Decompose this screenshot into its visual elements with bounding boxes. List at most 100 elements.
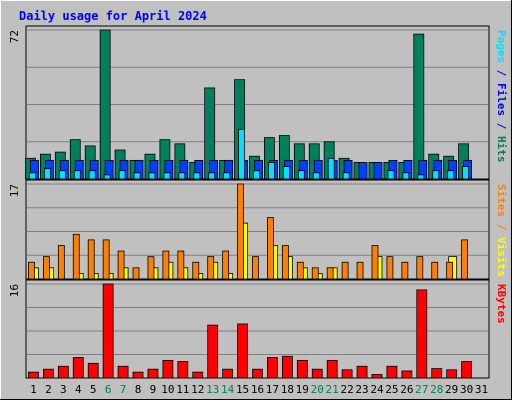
- x-tick-label-2: 2: [45, 383, 52, 396]
- bar-hits-pages-19: [297, 170, 305, 180]
- bar-hits-pages-15: [238, 128, 245, 180]
- bar-kbytes-kbytes-1: [28, 371, 39, 379]
- bar-hits-pages-3: [58, 170, 66, 180]
- bar-visits-sites-14: [222, 250, 230, 280]
- bar-kbytes-kbytes-5: [87, 362, 99, 379]
- x-tick-label-26: 26: [400, 383, 413, 396]
- bar-hits-files-23: [358, 162, 368, 180]
- bar-visits-sites-20: [311, 267, 319, 280]
- panel-visits: 17 Sites / Visits: [8, 179, 508, 280]
- bar-visits-sites-27: [416, 256, 424, 280]
- bar-hits-pages-13: [208, 172, 216, 180]
- ymax-label-hits: 72: [8, 30, 21, 43]
- bar-hits-pages-21: [327, 157, 335, 180]
- bar-kbytes-kbytes-23: [356, 365, 368, 379]
- x-tick-label-22: 22: [340, 383, 353, 396]
- series-label-hits: Pages / Files / Hits: [495, 30, 508, 163]
- x-tick-label-21: 21: [326, 383, 339, 396]
- bar-kbytes-kbytes-6: [102, 283, 114, 379]
- bar-kbytes-kbytes-16: [252, 368, 263, 379]
- bar-hits-pages-20: [312, 172, 320, 180]
- bar-kbytes-kbytes-15: [237, 323, 248, 379]
- bar-visits-sites-19: [296, 261, 304, 280]
- bar-visits-sites-22: [341, 261, 349, 280]
- bar-visits-sites-30: [461, 239, 468, 280]
- bar-kbytes-kbytes-12: [192, 371, 204, 379]
- bar-visits-sites-13: [207, 256, 215, 280]
- bar-hits-pages-27: [417, 174, 425, 180]
- series-visits-sites: [28, 183, 468, 280]
- bar-kbytes-kbytes-25: [386, 365, 398, 379]
- bar-hits-pages-28: [432, 170, 440, 180]
- bar-visits-sites-29: [446, 261, 454, 280]
- series-label-part-hits-4: Hits: [495, 136, 508, 163]
- ymax-label-visits: 17: [8, 184, 21, 197]
- bar-visits-sites-4: [72, 233, 80, 280]
- series-label-part-visits-2: Visits: [495, 237, 508, 277]
- series-kbytes-kbytes: [28, 283, 472, 379]
- bar-kbytes-kbytes-10: [162, 359, 174, 379]
- bar-visits-sites-26: [401, 261, 409, 280]
- bar-hits-pages-12: [193, 172, 201, 180]
- bar-hits-pages-29: [447, 170, 455, 180]
- bar-hits-pages-25: [387, 170, 395, 180]
- x-tick-label-7: 7: [120, 383, 127, 396]
- x-tick-label-13: 13: [206, 383, 219, 396]
- x-tick-label-4: 4: [75, 383, 82, 396]
- bar-kbytes-kbytes-20: [311, 368, 323, 379]
- bar-hits-pages-22: [342, 172, 350, 180]
- x-tick-label-25: 25: [385, 383, 398, 396]
- bar-hits-pages-2: [44, 168, 51, 180]
- bar-visits-sites-9: [147, 256, 155, 280]
- bar-kbytes-kbytes-3: [57, 365, 69, 379]
- bar-kbytes-kbytes-11: [177, 361, 189, 379]
- bar-hits-pages-6: [103, 174, 111, 180]
- x-tick-label-5: 5: [90, 383, 97, 396]
- bar-visits-sites-10: [162, 250, 170, 280]
- x-tick-label-24: 24: [370, 383, 384, 396]
- x-tick-label-9: 9: [150, 383, 157, 396]
- bar-visits-sites-12: [192, 261, 200, 280]
- bar-hits-pages-8: [133, 172, 141, 180]
- x-tick-label-23: 23: [355, 383, 368, 396]
- bar-hits-pages-9: [148, 172, 156, 180]
- x-tick-label-29: 29: [445, 383, 458, 396]
- bar-kbytes-kbytes-30: [461, 361, 472, 379]
- bar-visits-sites-21: [326, 267, 334, 280]
- bar-visits-sites-23: [356, 261, 364, 280]
- bar-kbytes-kbytes-27: [416, 289, 428, 379]
- bar-hits-pages-10: [163, 172, 171, 180]
- series-label-part-hits-0: Pages: [495, 30, 508, 63]
- x-tick-label-27: 27: [415, 383, 428, 396]
- bar-visits-sites-11: [177, 250, 185, 280]
- bar-visits-sites-5: [87, 239, 95, 280]
- series-label-kbytes: KBytes: [495, 284, 508, 324]
- bar-visits-sites-28: [431, 261, 439, 280]
- x-tick-label-3: 3: [60, 383, 67, 396]
- bar-hits-files-24: [373, 162, 383, 180]
- bar-kbytes-kbytes-8: [132, 371, 144, 379]
- bar-kbytes-kbytes-4: [72, 357, 84, 379]
- x-tick-label-15: 15: [236, 383, 249, 396]
- bar-visits-sites-3: [57, 245, 65, 280]
- bar-kbytes-kbytes-9: [147, 368, 159, 379]
- bar-kbytes-kbytes-22: [341, 369, 353, 379]
- bar-visits-sites-8: [132, 267, 140, 280]
- panel-kbytes: 16 KBytes: [8, 279, 508, 379]
- bar-kbytes-kbytes-14: [222, 368, 234, 379]
- x-tick-label-18: 18: [281, 383, 294, 396]
- x-tick-label-14: 14: [221, 383, 235, 396]
- bar-visits-sites-25: [386, 256, 394, 280]
- x-tick-label-31: 31: [475, 383, 488, 396]
- x-tick-label-10: 10: [161, 383, 174, 396]
- series-label-part-kbytes-0: KBytes: [495, 284, 508, 324]
- bar-kbytes-kbytes-2: [43, 368, 54, 379]
- series-label-part-hits-3: /: [495, 116, 508, 136]
- bar-kbytes-kbytes-17: [267, 357, 278, 379]
- bar-kbytes-kbytes-19: [296, 359, 308, 379]
- bar-hits-hits-6: [99, 29, 111, 180]
- x-tick-label-30: 30: [460, 383, 473, 396]
- x-tick-label-12: 12: [191, 383, 204, 396]
- x-tick-label-6: 6: [105, 383, 112, 396]
- bar-visits-sites-1: [28, 261, 35, 280]
